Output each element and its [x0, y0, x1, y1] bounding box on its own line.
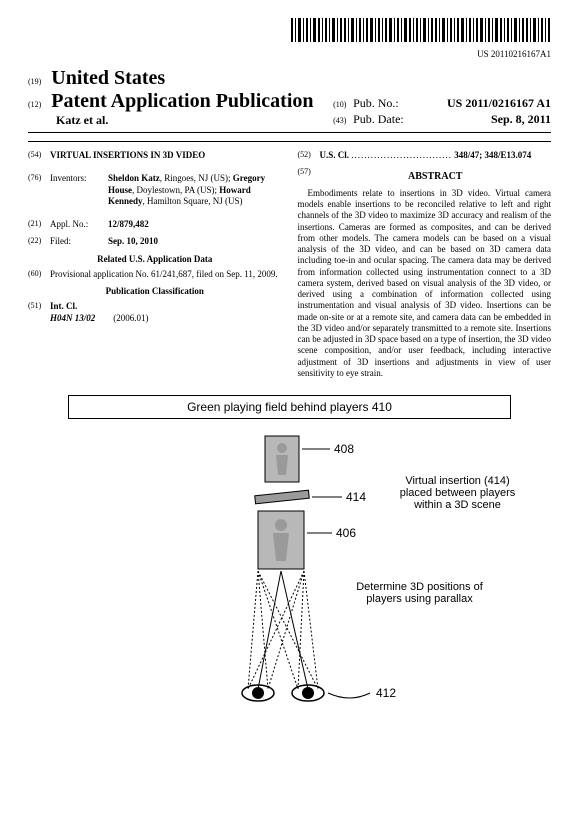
- abstract-title: ABSTRACT: [320, 171, 552, 184]
- filed-val: Sep. 10, 2010: [108, 236, 158, 246]
- uscl-val: 348/47; 348/E13.074: [454, 150, 531, 160]
- barcode: [28, 18, 551, 47]
- uscl-label: U.S. Cl.: [320, 150, 350, 160]
- prefix-43: (43): [333, 116, 353, 125]
- body-columns: (54) VIRTUAL INSERTIONS IN 3D VIDEO (76)…: [28, 150, 551, 379]
- prefix-12: (12): [28, 100, 48, 109]
- filed-num: (22): [28, 236, 50, 247]
- left-column: (54) VIRTUAL INSERTIONS IN 3D VIDEO (76)…: [28, 150, 282, 379]
- inventors-label: Inventors:: [50, 173, 108, 207]
- title-num: (54): [28, 150, 50, 161]
- pub-no: US 2011/0216167 A1: [447, 96, 551, 111]
- provisional-num: (60): [28, 269, 50, 280]
- authors: Katz et al.: [28, 113, 333, 128]
- pub-date: Sep. 8, 2011: [491, 112, 551, 127]
- country: United States: [51, 67, 165, 89]
- label-412: 412: [376, 686, 396, 700]
- prefix-19: (19): [28, 77, 48, 86]
- intcl-year: (2006.01): [113, 313, 148, 323]
- applno-val: 12/879,482: [108, 219, 149, 229]
- pub-date-label: Pub. Date:: [353, 112, 404, 126]
- inventors-num: (76): [28, 173, 50, 207]
- pubclass-title: Publication Classification: [28, 286, 282, 297]
- pub-no-label: Pub. No.:: [353, 96, 399, 110]
- barcode-label: US 20110216167A1: [28, 49, 551, 59]
- prefix-10: (10): [333, 100, 353, 109]
- filed-label: Filed:: [50, 236, 108, 247]
- intcl-num: (51): [28, 301, 50, 324]
- label-408: 408: [334, 442, 354, 456]
- inventors-val: Sheldon Katz, Ringoes, NJ (US); Gregory …: [108, 173, 282, 207]
- abstract-body: Embodiments relate to insertions in 3D v…: [298, 188, 552, 379]
- uscl-num: (52): [298, 150, 320, 161]
- figure-caption: Green playing field behind players 410: [68, 395, 511, 419]
- related-title: Related U.S. Application Data: [28, 254, 282, 265]
- label-414: 414: [346, 490, 366, 504]
- doc-title: VIRTUAL INSERTIONS IN 3D VIDEO: [50, 150, 205, 160]
- dots: ...............................: [351, 150, 452, 160]
- rule-top: [28, 132, 551, 133]
- applno-num: (21): [28, 219, 50, 230]
- annot-parallax: Determine 3D positions of players using …: [330, 581, 510, 605]
- provisional-text: Provisional application No. 61/241,687, …: [50, 269, 282, 280]
- intcl-code: H04N 13/02: [50, 313, 95, 323]
- intcl-label: Int. Cl.: [50, 301, 77, 311]
- header: (19) United States (12) Patent Applicati…: [28, 67, 551, 128]
- rule-thin: [28, 141, 551, 142]
- annot-insertion: Virtual insertion (414) placed between p…: [378, 475, 538, 511]
- applno-label: Appl. No.:: [50, 219, 108, 230]
- label-406: 406: [336, 526, 356, 540]
- right-column: (52) U.S. Cl. ..........................…: [298, 150, 552, 379]
- abstract-num: (57): [298, 167, 320, 188]
- doc-type: Patent Application Publication: [51, 90, 313, 112]
- figure: Green playing field behind players 410 4…: [28, 395, 551, 721]
